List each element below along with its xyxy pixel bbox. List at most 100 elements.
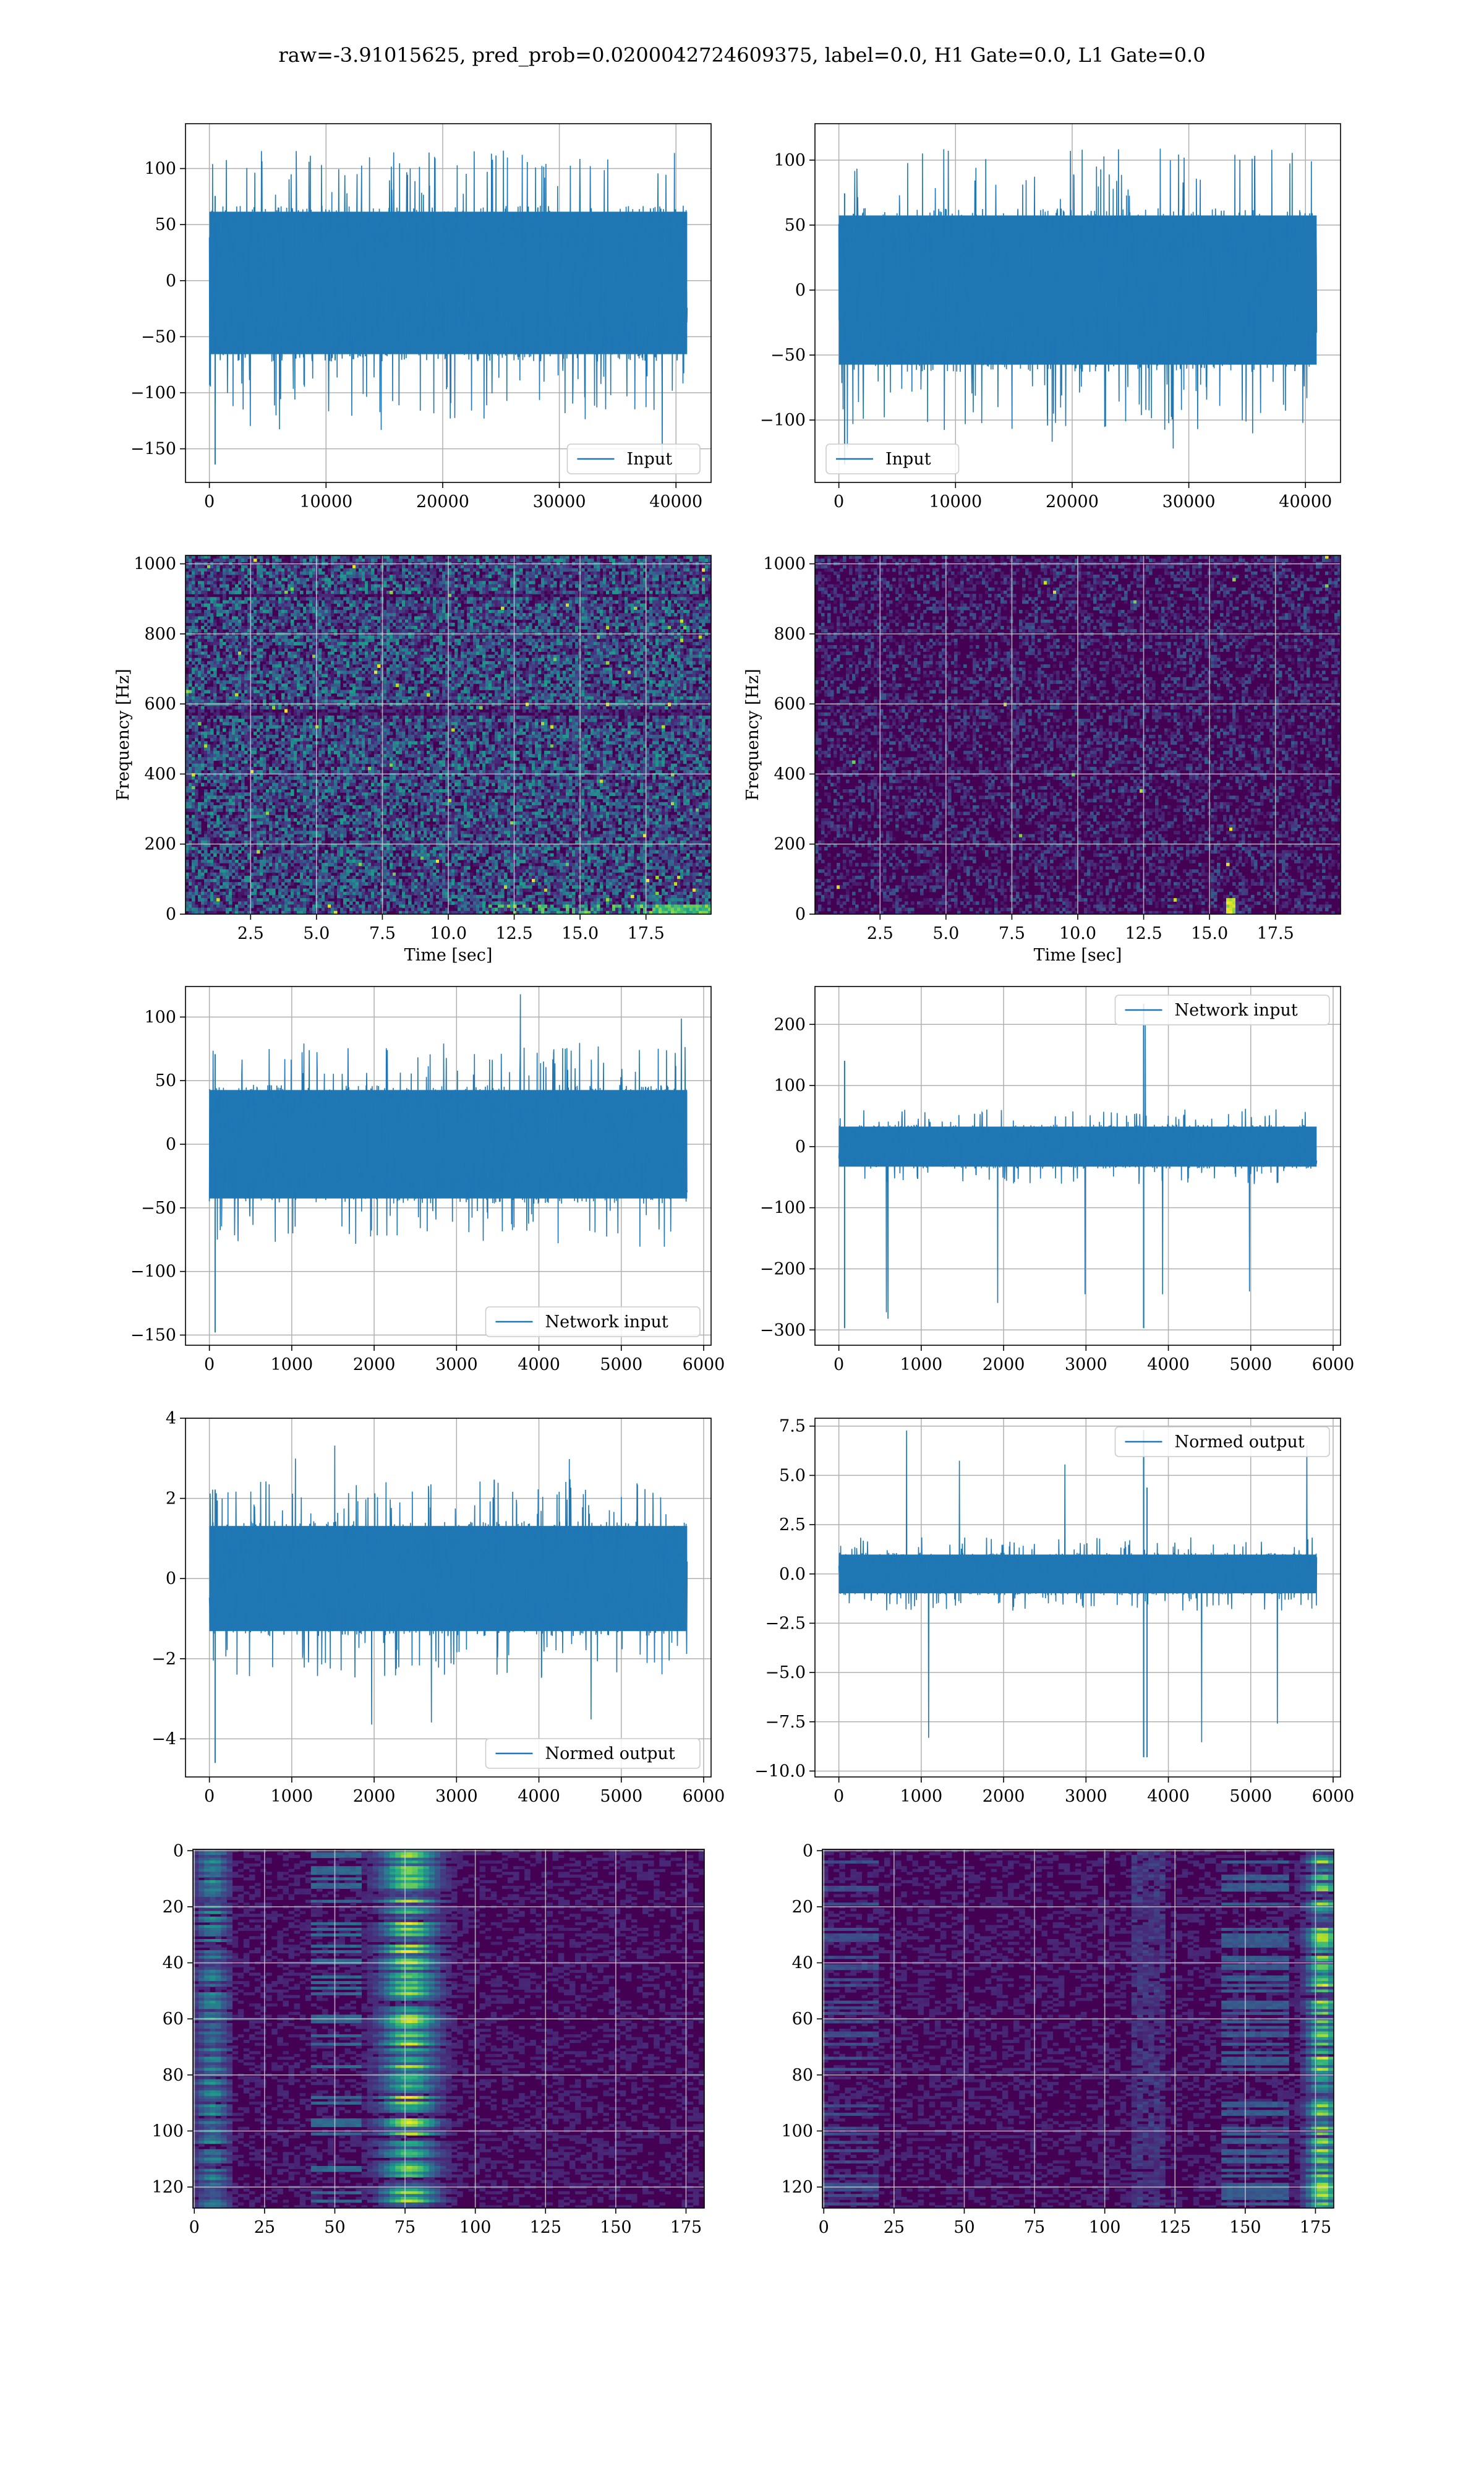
spectrogram-cell (498, 641, 501, 646)
spectrogram-cell (365, 648, 369, 652)
spectrogram-cell (405, 619, 409, 623)
spectrogram-cell (269, 591, 273, 594)
spectrogram-cell (544, 645, 548, 649)
spectrogram-cell (680, 629, 684, 633)
spectrogram-cell (637, 584, 641, 588)
spectrogram-cell (220, 616, 223, 620)
spectrogram-cell (566, 667, 569, 672)
spectrogram-cell (377, 555, 381, 559)
spectrogram-cell (442, 603, 446, 607)
spectrogram-cell (362, 584, 365, 588)
spectrogram-cell (417, 591, 421, 594)
spectrogram-cell (510, 622, 514, 627)
spectrogram-cell (198, 667, 202, 672)
spectrogram-cell (223, 619, 226, 623)
spectrogram-cell (244, 575, 248, 578)
spectrogram-cell (436, 559, 440, 562)
spectrogram-cell (396, 641, 399, 646)
spectrogram-cell (352, 603, 356, 607)
spectrogram-cell (513, 625, 517, 630)
spectrogram-cell (266, 641, 270, 646)
spectrogram-cell (297, 616, 301, 620)
spectrogram-cell (683, 635, 687, 640)
spectrogram-cell (207, 597, 211, 601)
spectrogram-cell (306, 591, 310, 594)
spectrogram-cell (204, 613, 208, 617)
spectrogram-cell (547, 654, 551, 659)
spectrogram-cell (356, 591, 359, 594)
spectrogram-cell (359, 568, 362, 572)
spectrogram-cell (513, 635, 517, 640)
spectrogram-cell (257, 648, 260, 652)
spectrogram-cell (637, 661, 641, 665)
spectrogram-cell (544, 613, 548, 617)
spectrogram-cell (232, 610, 236, 614)
spectrogram-cell (631, 654, 634, 659)
spectrogram-cell (591, 555, 594, 559)
spectrogram-cell (275, 616, 279, 620)
spectrogram-cell (482, 555, 486, 559)
spectrogram-cell (550, 584, 554, 588)
spectrogram-cell (482, 568, 486, 572)
spectrogram-cell (309, 674, 313, 678)
spectrogram-cell (352, 629, 356, 633)
spectrogram-cell (220, 629, 223, 633)
spectrogram-cell (504, 565, 508, 569)
spectrogram-cell (485, 578, 489, 582)
spectrogram-cell (192, 613, 195, 617)
spectrogram-cell (649, 597, 653, 601)
spectrogram-cell (674, 568, 678, 572)
spectrogram-cell (510, 645, 514, 649)
spectrogram-cell (337, 581, 341, 585)
spectrogram-cell (420, 613, 424, 617)
spectrogram-cell (340, 667, 344, 672)
spectrogram-cell (482, 616, 486, 620)
spectrogram-cell (331, 641, 335, 646)
spectrogram-cell (414, 578, 418, 582)
spectrogram-cell (492, 606, 495, 610)
spectrogram-cell (436, 555, 440, 559)
spectrogram-cell (349, 578, 353, 582)
spectrogram-cell (393, 667, 396, 672)
spectrogram-cell (705, 657, 709, 662)
spectrogram-cell (315, 648, 319, 652)
spectrogram-cell (467, 597, 471, 601)
spectrogram-cell (278, 622, 282, 627)
spectrogram-cell (414, 651, 418, 656)
spectrogram-cell (597, 651, 600, 656)
spectrogram-cell (612, 571, 616, 575)
spectrogram-cell (294, 591, 297, 594)
spectrogram-cell (519, 606, 523, 610)
spectrogram-cell (424, 664, 427, 668)
spectrogram-cell (659, 606, 662, 610)
spectrogram-cell (257, 600, 260, 604)
spectrogram-cell (334, 619, 338, 623)
spectrogram-cell (186, 635, 189, 640)
spectrogram-cell (374, 578, 378, 582)
spectrogram-cell (454, 645, 458, 649)
spectrogram-cell (399, 600, 403, 604)
spectrogram-cell (390, 578, 393, 582)
spectrogram-cell (516, 578, 520, 582)
spectrogram-cell (628, 619, 631, 623)
spectrogram-cell (371, 571, 375, 575)
spectrogram-cell (708, 559, 712, 562)
spectrogram-cell (408, 625, 412, 630)
spectrogram-cell (461, 661, 464, 665)
spectrogram-cell (615, 654, 619, 659)
spectrogram-cell (550, 571, 554, 575)
spectrogram-cell (278, 674, 282, 678)
spectrogram-cell (609, 578, 613, 582)
spectrogram-cell (612, 565, 616, 569)
spectrogram-cell (297, 657, 301, 662)
spectrogram-cell (207, 670, 211, 675)
spectrogram-cell (439, 664, 443, 668)
spectrogram-cell (383, 587, 387, 591)
spectrogram-cell (556, 575, 560, 578)
spectrogram-cell (275, 661, 279, 665)
spectrogram-cell (300, 648, 304, 652)
spectrogram-cell (448, 613, 452, 617)
spectrogram-cell (532, 648, 535, 652)
spectrogram-cell (516, 606, 520, 610)
spectrogram-cell (402, 661, 406, 665)
